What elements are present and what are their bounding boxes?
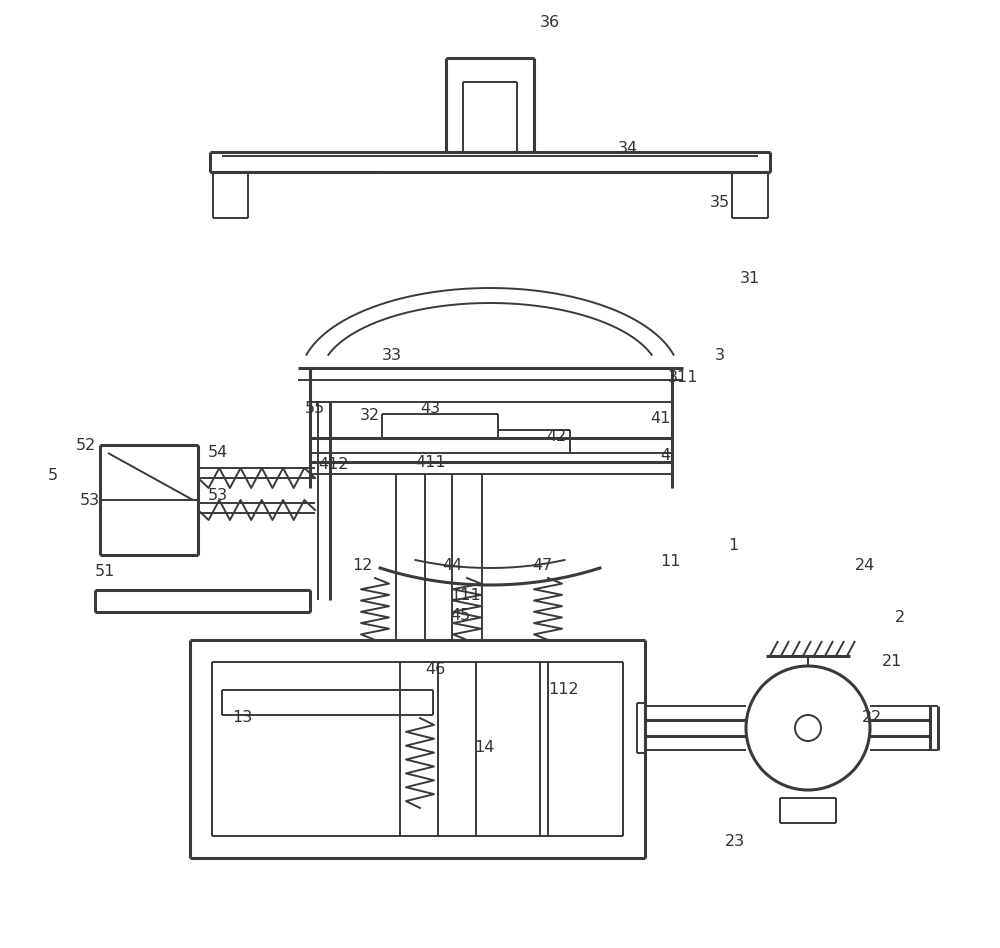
Text: 45: 45 <box>450 608 470 623</box>
Text: 31: 31 <box>740 270 760 285</box>
Text: 23: 23 <box>725 834 745 849</box>
Text: 111: 111 <box>450 588 481 603</box>
Text: 5: 5 <box>48 467 58 483</box>
Text: 21: 21 <box>882 654 902 669</box>
Text: 42: 42 <box>546 428 566 444</box>
Text: 53: 53 <box>208 487 228 502</box>
Text: 51: 51 <box>95 564 115 579</box>
Text: 14: 14 <box>474 740 494 756</box>
Text: 43: 43 <box>420 400 440 415</box>
Text: 44: 44 <box>442 557 462 573</box>
Text: 53: 53 <box>80 493 100 507</box>
Text: 112: 112 <box>548 683 579 698</box>
Text: 34: 34 <box>618 140 638 155</box>
Text: 11: 11 <box>660 555 680 570</box>
Circle shape <box>746 666 870 790</box>
Text: 55: 55 <box>305 400 325 415</box>
Text: 24: 24 <box>855 557 875 573</box>
Text: 33: 33 <box>382 348 402 362</box>
Text: 35: 35 <box>710 194 730 210</box>
Text: 3: 3 <box>715 348 725 362</box>
Text: 52: 52 <box>76 437 96 452</box>
Text: 46: 46 <box>425 663 445 678</box>
Text: 36: 36 <box>540 14 560 29</box>
Text: 311: 311 <box>668 370 698 385</box>
Text: 22: 22 <box>862 710 882 725</box>
Text: 13: 13 <box>232 710 252 725</box>
Circle shape <box>795 715 821 741</box>
Text: 12: 12 <box>352 557 372 573</box>
Text: 54: 54 <box>208 445 228 460</box>
Text: 4: 4 <box>660 447 670 463</box>
Text: 411: 411 <box>415 454 446 469</box>
Text: 41: 41 <box>650 410 670 426</box>
Text: 1: 1 <box>728 538 738 553</box>
Text: 412: 412 <box>318 457 349 471</box>
Text: 32: 32 <box>360 408 380 423</box>
Text: 2: 2 <box>895 611 905 626</box>
Text: 47: 47 <box>532 557 552 573</box>
